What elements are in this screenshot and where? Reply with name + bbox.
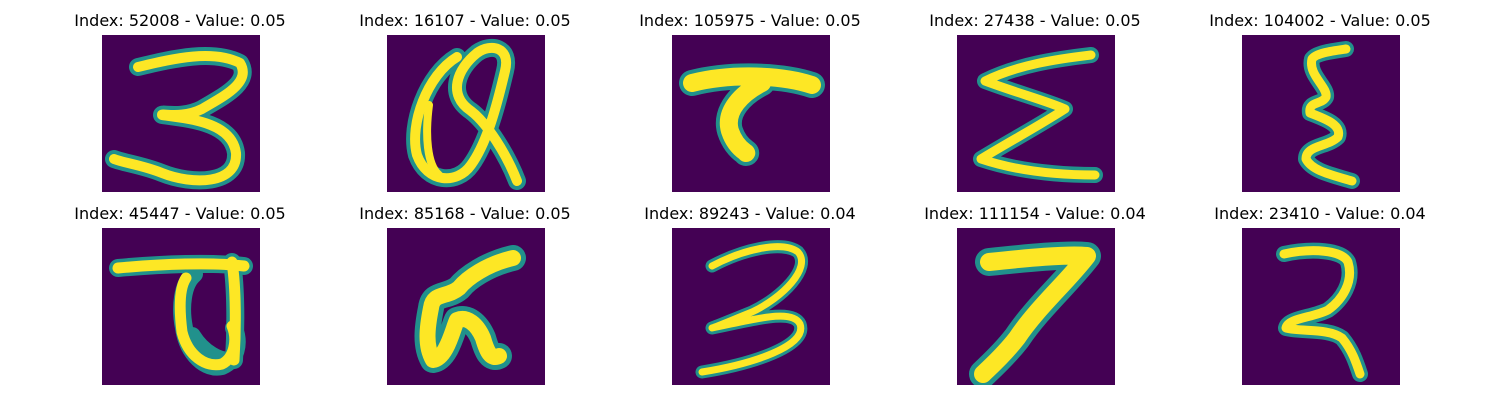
panel-4: Index: 27438 - Value: 0.05 xyxy=(885,0,1185,192)
panel-title: Index: 89243 - Value: 0.04 xyxy=(644,204,856,223)
panel-7: Index: 85168 - Value: 0.05 xyxy=(315,193,615,385)
panel-title: Index: 104002 - Value: 0.05 xyxy=(1209,11,1431,30)
panel-title: Index: 45447 - Value: 0.05 xyxy=(74,204,286,223)
digit-image xyxy=(102,35,260,192)
panel-5: Index: 104002 - Value: 0.05 xyxy=(1170,0,1470,192)
panel-8: Index: 89243 - Value: 0.04 xyxy=(600,193,900,385)
digit-image xyxy=(957,228,1115,385)
digit-image xyxy=(672,228,830,385)
digit-image xyxy=(1242,228,1400,385)
panel-title: Index: 111154 - Value: 0.04 xyxy=(924,204,1146,223)
panel-2: Index: 16107 - Value: 0.05 xyxy=(315,0,615,192)
digit-image xyxy=(672,35,830,192)
panel-3: Index: 105975 - Value: 0.05 xyxy=(600,0,900,192)
panel-title: Index: 105975 - Value: 0.05 xyxy=(639,11,861,30)
digit-image xyxy=(957,35,1115,192)
panel-title: Index: 23410 - Value: 0.04 xyxy=(1214,204,1426,223)
panel-title: Index: 52008 - Value: 0.05 xyxy=(74,11,286,30)
panel-title: Index: 85168 - Value: 0.05 xyxy=(359,204,571,223)
panel-9: Index: 111154 - Value: 0.04 xyxy=(885,193,1185,385)
digit-image xyxy=(387,35,545,192)
digit-image xyxy=(387,228,545,385)
panel-title: Index: 27438 - Value: 0.05 xyxy=(929,11,1141,30)
panel-1: Index: 52008 - Value: 0.05 xyxy=(30,0,330,192)
digit-image xyxy=(102,228,260,385)
panel-10: Index: 23410 - Value: 0.04 xyxy=(1170,193,1470,385)
panel-6: Index: 45447 - Value: 0.05 xyxy=(30,193,330,385)
digit-image xyxy=(1242,35,1400,192)
panel-title: Index: 16107 - Value: 0.05 xyxy=(359,11,571,30)
